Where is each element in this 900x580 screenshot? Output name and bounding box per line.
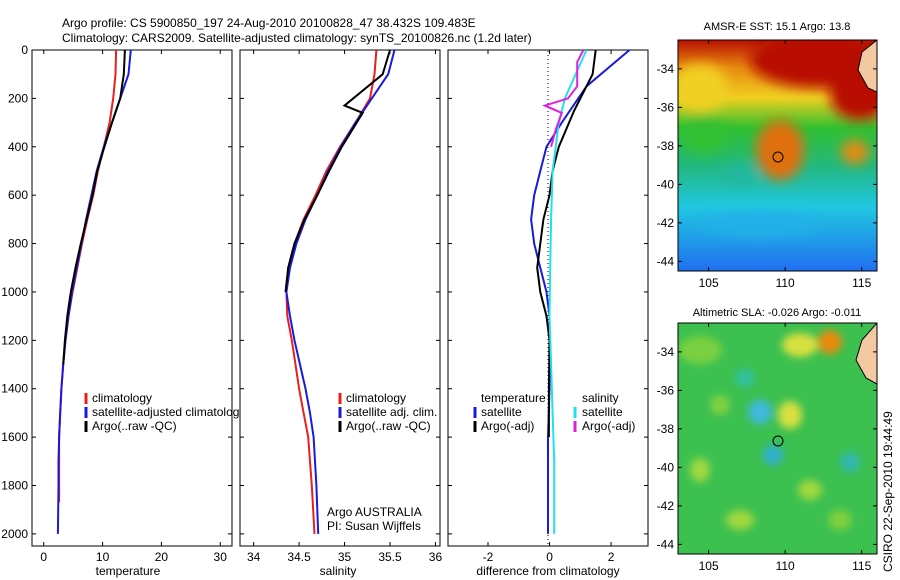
lon-tick-label: 115 [852, 276, 871, 290]
difference-legend: temperature satellite Argo(-adj) salinit… [473, 391, 635, 433]
y-tick-label: 400 [8, 140, 28, 154]
temperature-legend: climatology satellite-adjusted climatolo… [84, 391, 239, 433]
series-line-argo-raw-qc [62, 49, 126, 365]
y-tick-label: 800 [8, 237, 28, 251]
x-tick-label: 35 [338, 550, 352, 564]
y-tick-label: 1600 [1, 430, 28, 444]
x-tick-label: 10 [96, 550, 110, 564]
coastline [855, 323, 877, 385]
x-tick-label: 34.5 [287, 550, 311, 564]
credit-argo-australia: Argo AUSTRALIA [327, 505, 422, 519]
legend-label-sal-satellite: satellite [582, 405, 623, 419]
sst-map-title: AMSR-E SST: 15.1 Argo: 13.8 [704, 21, 851, 33]
lon-tick-label: 115 [852, 559, 871, 573]
sst-map: AMSR-E SST: 15.1 Argo: 13.8 -34 -36 -38 -40… [657, 21, 878, 290]
x-tick-label: 20 [155, 550, 169, 564]
series-line-satellite-adjusted-climatology [56, 49, 132, 534]
float-location-marker [772, 151, 784, 163]
coastline [857, 40, 877, 93]
series-line-temperature-satellite [530, 49, 631, 534]
lat-tick-label: -34 [657, 345, 675, 359]
series-line-argo-raw-qc [284, 49, 391, 293]
series-line-satellite-adj-clim [285, 49, 396, 534]
lon-tick-label: 110 [776, 559, 795, 573]
series-line-climatology [285, 49, 378, 534]
footer-stamp: CSIRO 22-Sep-2010 19:44:49 [881, 411, 895, 572]
x-tick-label: -2 [483, 550, 494, 564]
series-line-salinity-argo-adj [542, 49, 585, 148]
legend-label-sal-argo: Argo(-adj) [582, 419, 635, 433]
y-tick-label: 1800 [1, 479, 28, 493]
sst-map-frame [677, 39, 878, 272]
lat-tick-label: -38 [657, 422, 675, 436]
difference-axes-frame [447, 49, 649, 547]
series-line-climatology [58, 49, 118, 503]
lat-tick-label: -36 [657, 100, 675, 114]
figure-title-line2: Climatology: CARS2009. Satellite-adjuste… [62, 31, 532, 45]
figure-title-line1: Argo profile: CS 5900850_197 24-Aug-2010… [62, 16, 476, 30]
lon-tick-label: 110 [776, 276, 795, 290]
lat-tick-label: -34 [657, 62, 675, 76]
y-tick-label: 1000 [1, 285, 28, 299]
lat-tick-label: -40 [657, 460, 675, 474]
lat-tick-label: -42 [657, 499, 675, 513]
difference-panel: -2 0 2 difference from climatology tempera… [447, 49, 649, 578]
lon-tick-label: 105 [699, 276, 719, 290]
salinity-axes-frame [239, 49, 441, 547]
legend-title-salinity: salinity [582, 391, 619, 405]
sla-map: Altimetric SLA: -0.026 Argo: -0.011 [657, 307, 878, 573]
legend-label-argo: Argo(..raw -QC) [92, 419, 177, 433]
legend-label-temp-satellite: satellite [481, 405, 522, 419]
x-tick-label: 36 [429, 550, 443, 564]
legend-title-temperature: temperature [481, 391, 546, 405]
x-tick-label: 34 [247, 550, 261, 564]
temperature-xlabel: temperature [96, 564, 161, 578]
y-tick-label: 200 [8, 91, 28, 105]
salinity-legend: climatology satellite adj. clim. Argo(..… [338, 391, 437, 433]
x-tick-label: 30 [214, 550, 228, 564]
lat-tick-label: -44 [657, 254, 675, 268]
y-tick-label: 600 [8, 188, 28, 202]
legend-label-temp-argo: Argo(-adj) [481, 419, 534, 433]
float-location-marker [772, 435, 784, 447]
y-tick-label: 1200 [1, 333, 28, 347]
temperature-panel: 0 200 400 600 800 1000 1200 1400 1600 1800 2000 0 10… [1, 43, 239, 578]
lon-tick-label: 105 [699, 559, 719, 573]
y-tick-label: 1400 [1, 382, 28, 396]
x-tick-label: 0 [546, 550, 553, 564]
legend-label-argo: Argo(..raw -QC) [346, 419, 431, 433]
lat-tick-label: -40 [657, 177, 675, 191]
salinity-xlabel: salinity [320, 564, 357, 578]
legend-label-satellite: satellite adj. clim. [346, 405, 437, 419]
lat-tick-label: -38 [657, 139, 675, 153]
lat-tick-label: -42 [657, 216, 675, 230]
y-tick-label: 2000 [1, 527, 28, 541]
legend-label-climatology: climatology [92, 391, 152, 405]
legend-label-climatology: climatology [346, 391, 406, 405]
lat-tick-label: -36 [657, 383, 675, 397]
series-line-temperature-argo-adj [536, 49, 597, 438]
x-tick-label: 2 [608, 550, 615, 564]
difference-xlabel: difference from climatology [476, 564, 619, 578]
y-tick-label: 0 [21, 43, 28, 57]
x-tick-label: 0 [40, 550, 47, 564]
sla-map-title: Altimetric SLA: -0.026 Argo: -0.011 [693, 307, 862, 319]
credit-pi: PI: Susan Wijffels [327, 519, 421, 533]
sla-map-frame [677, 322, 878, 555]
lat-tick-label: -44 [657, 537, 675, 551]
salinity-panel: 34 34.5 35 35.5 36 salinity climatology sate… [239, 49, 443, 578]
temperature-axes-frame [31, 49, 233, 547]
legend-label-satellite-adjusted: satellite-adjusted climatolog [92, 405, 239, 419]
x-tick-label: 35.5 [378, 550, 402, 564]
